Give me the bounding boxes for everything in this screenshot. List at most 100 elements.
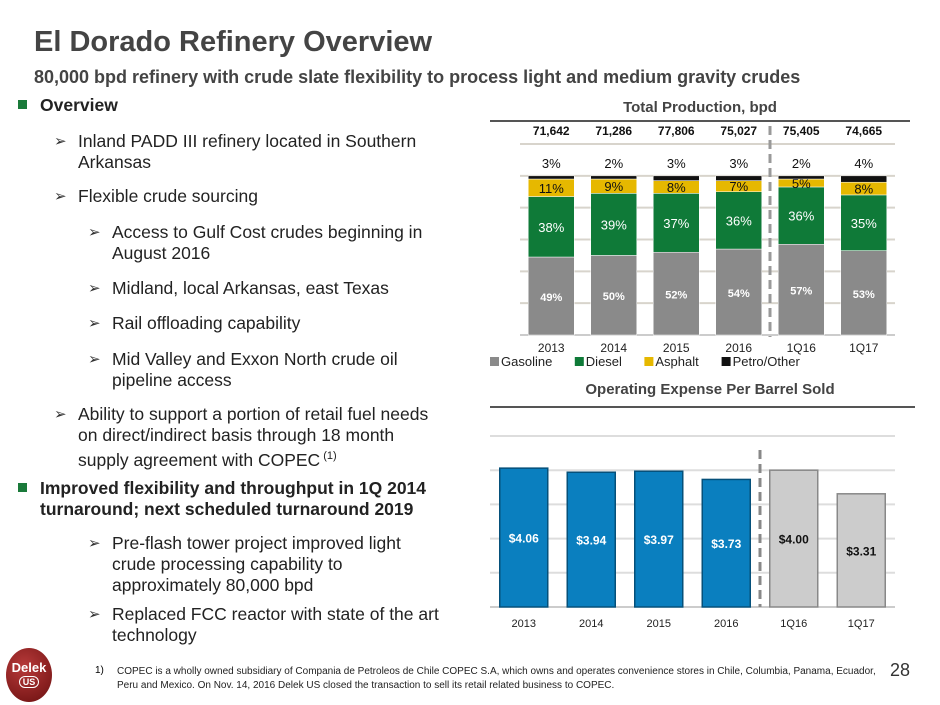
x-tick-label: 1Q16: [780, 618, 807, 630]
bullet-text: Overview: [40, 95, 118, 115]
legend-swatch: [721, 357, 731, 366]
bullet-text: Replaced FCC reactor with state of the a…: [112, 604, 439, 645]
bullet-text: Inland PADD III refinery located in Sout…: [78, 131, 417, 172]
bar: [836, 493, 886, 608]
bullet-text: Rail offloading capability: [112, 313, 301, 333]
bar-gasoline: [590, 255, 637, 336]
footnote-number: 1): [95, 665, 104, 676]
data-label: 36%: [726, 213, 752, 228]
bullet-item: Flexible crude sourcing: [54, 186, 448, 207]
bar-petro-other: [653, 175, 700, 181]
bullet-item: Replaced FCC reactor with state of the a…: [88, 604, 448, 646]
bullet-item: Overview: [18, 95, 448, 116]
bar: [566, 471, 616, 608]
data-label: 2%: [792, 156, 811, 171]
data-label: 3%: [729, 156, 748, 171]
data-label: $4.00: [779, 533, 809, 547]
legend-swatch: [490, 357, 499, 366]
x-tick-label: 2013: [512, 618, 536, 630]
bar-gasoline: [653, 251, 700, 336]
bullet-text: Improved flexibility and throughput in 1…: [40, 478, 427, 519]
legend-swatch: [574, 357, 584, 366]
data-label: 7%: [729, 179, 748, 194]
x-tick-label: 2016: [725, 341, 752, 355]
data-label: 4%: [854, 156, 873, 171]
opex-chart-title: Operating Expense Per Barrel Sold: [585, 381, 835, 398]
x-tick-label: 1Q17: [849, 341, 879, 355]
data-label: 50%: [603, 291, 625, 303]
delek-logo: Delek US: [6, 648, 52, 702]
data-label: 52%: [665, 290, 687, 302]
bar: [701, 478, 751, 608]
bar: [634, 470, 684, 608]
data-label: 8%: [854, 182, 873, 197]
footnote-ref: (1): [320, 450, 337, 462]
production-chart-title: Total Production, bpd: [623, 99, 777, 116]
legend-swatch: [644, 357, 654, 366]
bullet-item: Improved flexibility and throughput in 1…: [18, 478, 448, 520]
data-label: $3.94: [576, 534, 606, 548]
bar-petro-other: [590, 175, 637, 180]
x-tick-label: 2014: [600, 341, 627, 355]
production-chart: 49% 38% 11% 3% 71,642 2013 50% 39% 9% 2% 71,286 201…: [490, 124, 895, 369]
data-label: 49%: [540, 292, 562, 304]
divider: [490, 120, 910, 122]
bar-petro-other: [528, 175, 575, 180]
bullet-text: Ability to support a portion of retail f…: [78, 404, 429, 470]
opex-chart: $4.06 2013 $3.94 2014 $3.97 2015 $3.73 2016 $4.0…: [490, 435, 895, 630]
divider: [490, 406, 915, 408]
data-label: 35%: [851, 216, 877, 231]
bar-petro-other: [778, 175, 825, 180]
data-label: 37%: [663, 216, 689, 231]
data-label: 36%: [788, 209, 814, 224]
bar-diesel: [778, 186, 825, 245]
page-subtitle: 80,000 bpd refinery with crude slate fle…: [34, 67, 801, 87]
bar-gasoline: [778, 244, 825, 336]
bullet-text: Mid Valley and Exxon North crude oil pip…: [112, 349, 398, 390]
legend-label: Gasoline: [501, 354, 552, 369]
page-number: 28: [890, 660, 911, 680]
x-tick-label: 2015: [663, 341, 690, 355]
data-label: 8%: [667, 180, 686, 195]
data-label: 54%: [728, 288, 750, 300]
data-label: 3%: [542, 156, 561, 171]
x-tick-label: 1Q16: [787, 341, 817, 355]
bar-diesel: [590, 193, 637, 256]
bullet-text: Midland, local Arkansas, east Texas: [112, 278, 389, 298]
data-label: $3.97: [644, 533, 674, 547]
bullet-text: Access to Gulf Cost crudes beginning in …: [112, 222, 423, 263]
total-label: 71,286: [595, 124, 632, 138]
data-label: 38%: [538, 220, 564, 235]
legend-label: Asphalt: [655, 354, 699, 369]
bar-diesel: [653, 193, 700, 253]
bullet-item: Access to Gulf Cost crudes beginning in …: [88, 222, 448, 264]
data-label: 2%: [604, 156, 623, 171]
legend-label: Diesel: [586, 354, 622, 369]
bar-diesel: [528, 196, 575, 258]
data-label: $3.73: [711, 537, 741, 551]
x-tick-label: 2016: [714, 618, 738, 630]
legend-label: Petro/Other: [733, 354, 801, 369]
data-label: 3%: [667, 156, 686, 171]
x-tick-label: 1Q17: [848, 618, 875, 630]
x-tick-label: 2015: [647, 618, 671, 630]
data-label: $3.31: [846, 544, 876, 558]
x-tick-label: 2013: [538, 341, 565, 355]
total-label: 77,806: [658, 124, 695, 138]
bullet-item: Mid Valley and Exxon North crude oil pip…: [88, 349, 448, 391]
x-tick-label: 2014: [579, 618, 603, 630]
bullet-item: Rail offloading capability: [88, 313, 448, 334]
bar-petro-other: [715, 175, 762, 181]
data-label: 9%: [604, 179, 623, 194]
bullet-item: Pre-flash tower project improved light c…: [88, 533, 448, 596]
bullet-item: Ability to support a portion of retail f…: [54, 404, 448, 471]
data-label: 57%: [790, 286, 812, 298]
bullet-item: Midland, local Arkansas, east Texas: [88, 278, 448, 299]
bullet-item: Inland PADD III refinery located in Sout…: [54, 131, 448, 173]
data-label: $4.06: [509, 532, 539, 546]
total-label: 71,642: [533, 124, 570, 138]
page-title: El Dorado Refinery Overview: [34, 26, 433, 58]
bar-petro-other: [840, 175, 887, 183]
total-label: 75,405: [783, 124, 820, 138]
bar: [769, 469, 819, 608]
